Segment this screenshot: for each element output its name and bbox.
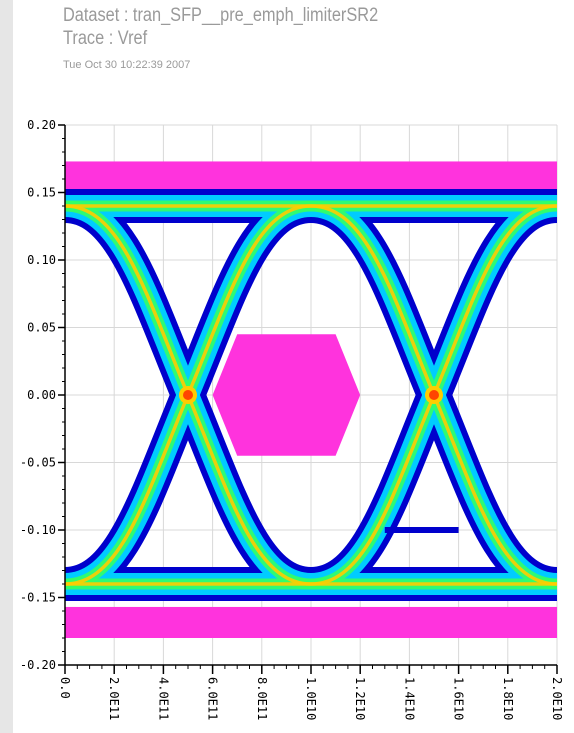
x-tick-label-9: 1.8E10 <box>501 677 515 720</box>
x-tick-label-6: 1.2E10 <box>353 677 367 720</box>
x-tick-label-8: 1.6E10 <box>452 677 466 720</box>
x-tick-label-3: 6.0E11 <box>206 677 220 720</box>
y-tick-label-5: -0.05 <box>20 456 56 470</box>
timestamp-label: Tue Oct 30 10:22:39 2007 <box>63 59 191 71</box>
y-tick-label-7: -0.15 <box>20 591 56 605</box>
mask-layer <box>65 161 557 638</box>
eye-traces <box>65 189 557 601</box>
x-tick-label-10: 2.0E10 <box>550 677 564 720</box>
mask-center-hexagon <box>212 334 361 456</box>
y-tick-label-8: -0.20 <box>20 658 56 672</box>
x-tick-label-7: 1.4E10 <box>402 677 416 720</box>
y-tick-label-3: 0.05 <box>27 321 56 335</box>
dataset-title: Dataset : tran_SFP__pre_emph_limiterSR2 <box>63 5 379 26</box>
mask-bottom-bar <box>65 606 557 638</box>
crossing-peak-0 <box>183 390 193 400</box>
x-tick-label-5: 1.0E10 <box>304 677 318 720</box>
x-tick-label-4: 8.0E11 <box>255 677 269 720</box>
crossing-peak-1 <box>429 390 439 400</box>
y-tick-label-6: -0.10 <box>20 523 56 537</box>
y-tick-label-0: 0.20 <box>27 118 56 132</box>
x-tick-label-2: 4.0E11 <box>156 677 170 720</box>
mask-top-bar <box>65 161 557 193</box>
axes: 0.20 0.15 0.10 0.05 0.00 -0.05 -0.10 -0.15 -0.20… <box>20 118 564 720</box>
trace-title: Trace : Vref <box>63 28 148 49</box>
y-tick-label-1: 0.15 <box>27 186 56 200</box>
x-tick-label-1: 2.0E11 <box>107 677 121 720</box>
window-left-strip <box>0 0 13 733</box>
chart-header: Dataset : tran_SFP__pre_emph_limiterSR2 … <box>63 4 429 72</box>
x-tick-label-0: 0.0 <box>58 677 72 699</box>
y-tick-label-2: 0.10 <box>27 253 56 267</box>
y-tick-label-4: 0.00 <box>27 388 56 402</box>
